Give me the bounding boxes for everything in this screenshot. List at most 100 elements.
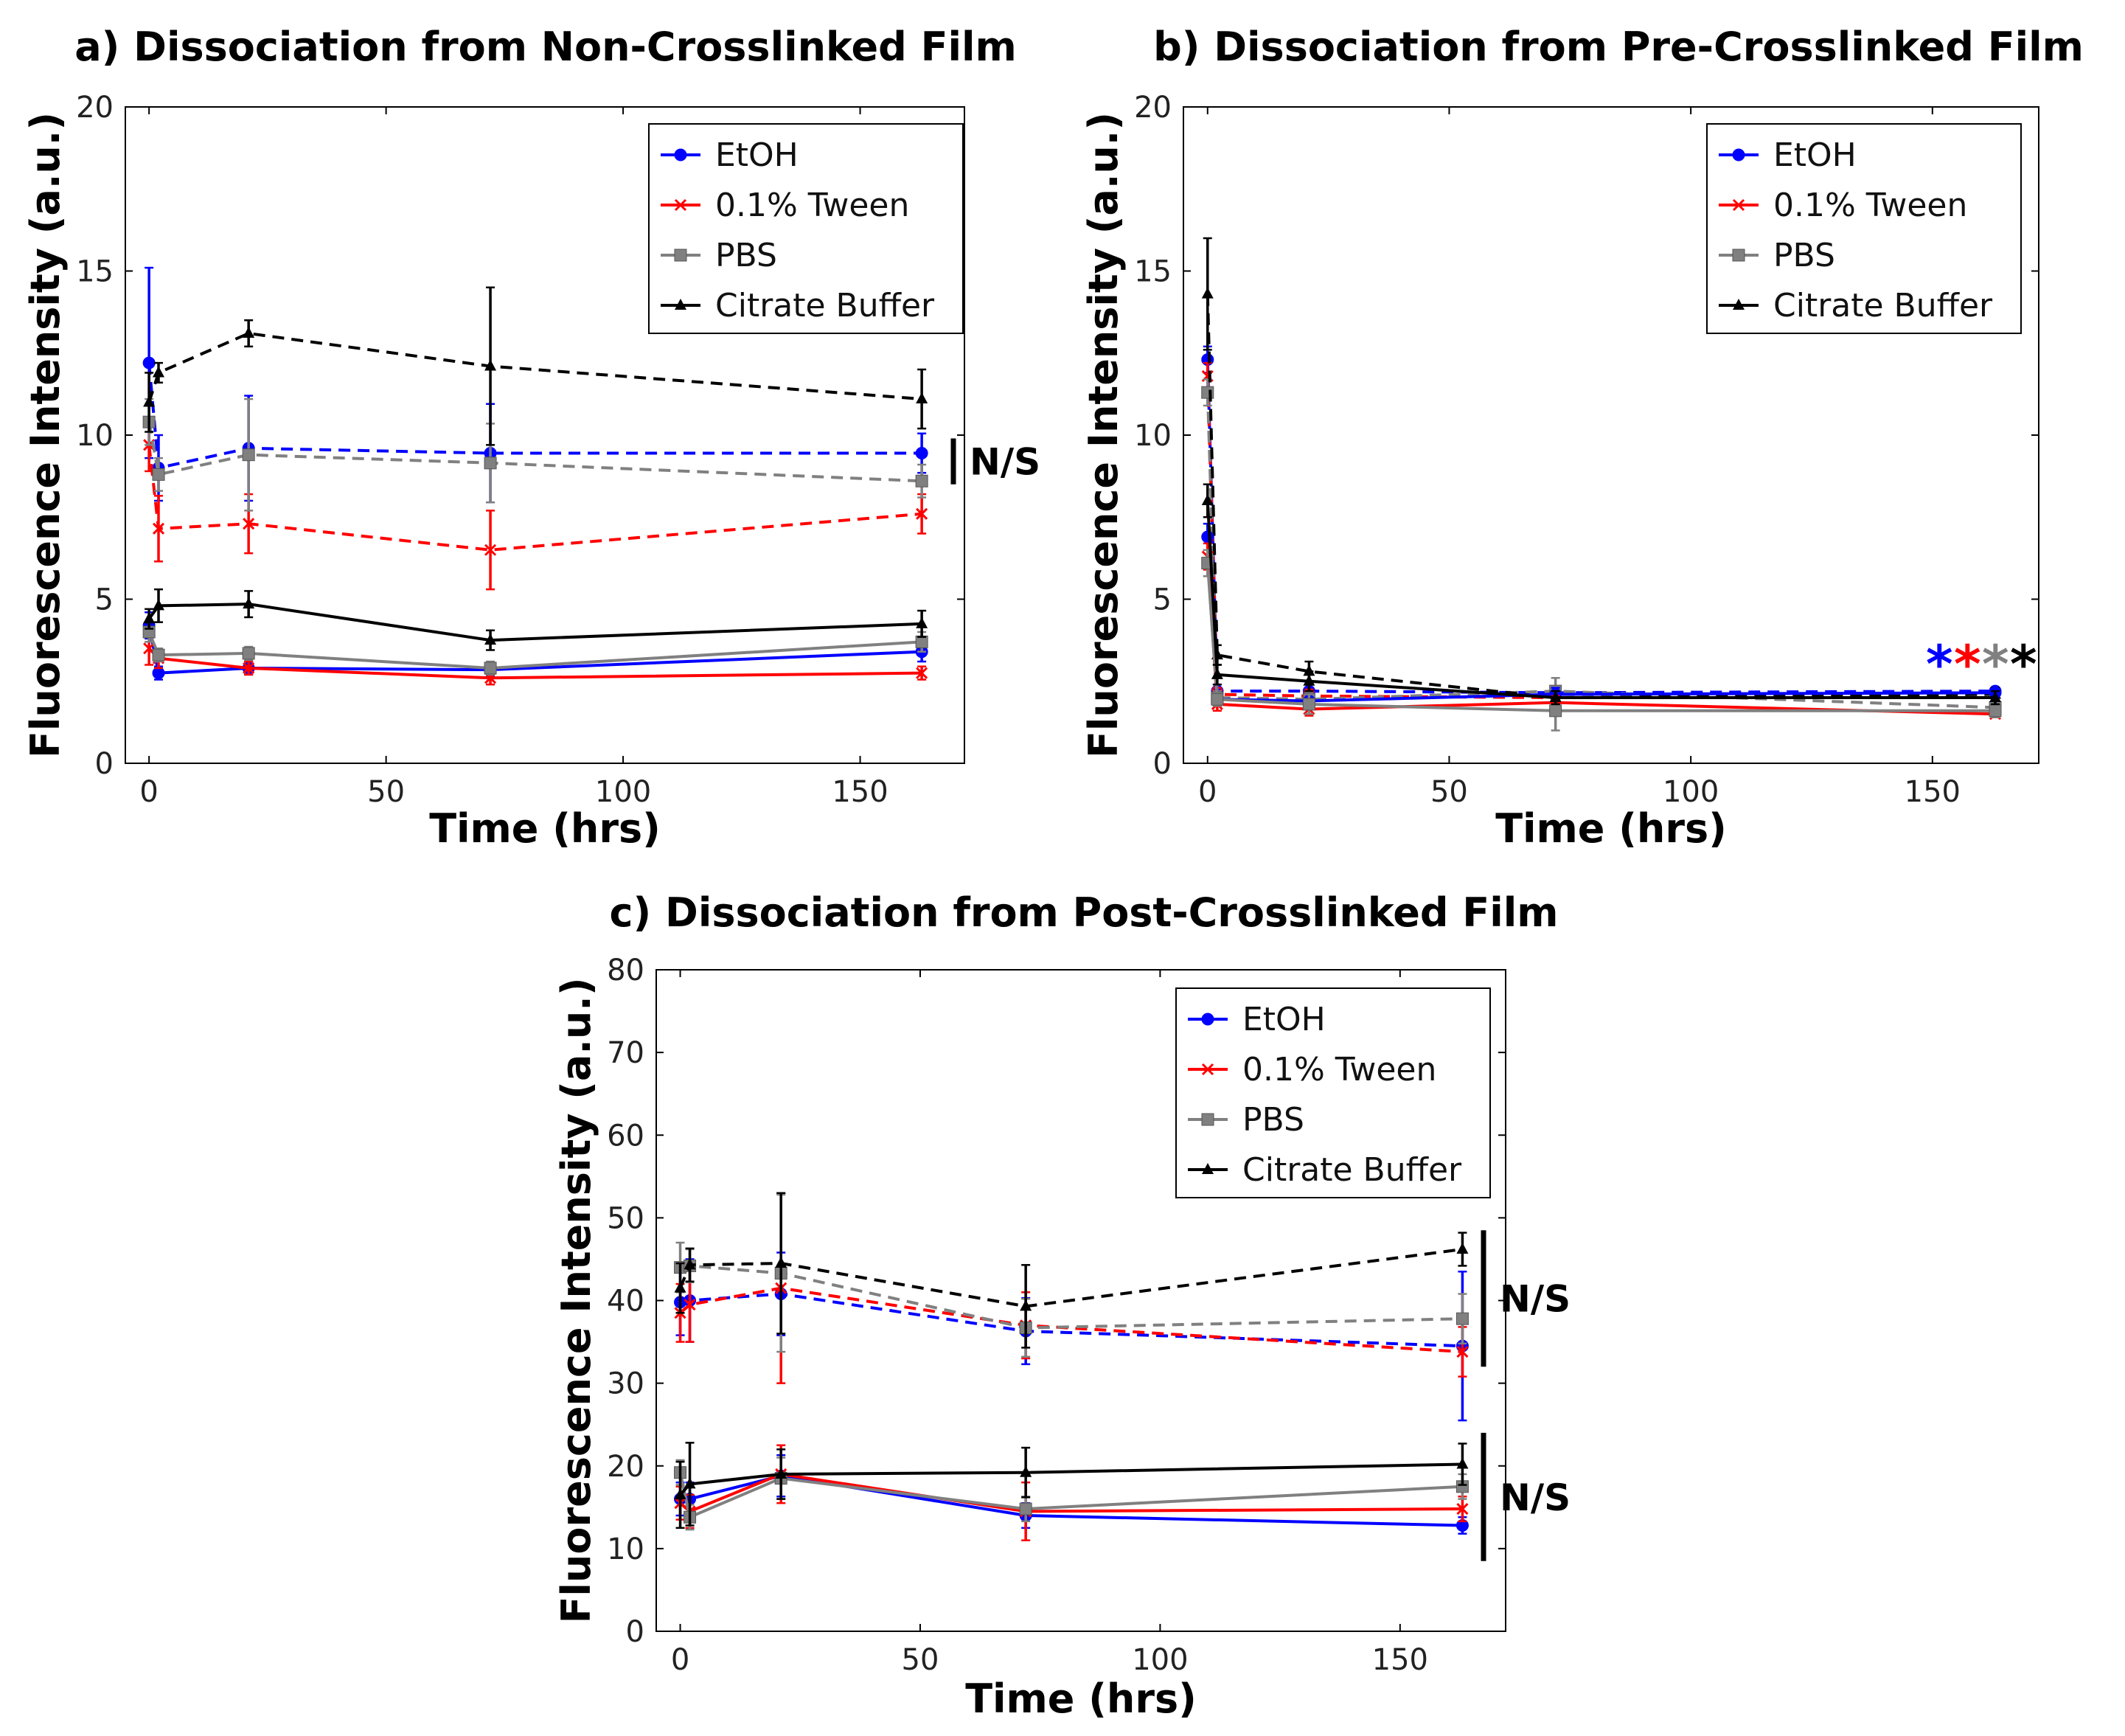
y-tick-label: 30 xyxy=(607,1367,644,1401)
data-point xyxy=(915,474,928,487)
y-tick-label: 5 xyxy=(1153,583,1172,617)
data-point xyxy=(684,1477,696,1489)
legend-box xyxy=(648,123,964,334)
y-tick-label: 20 xyxy=(76,91,114,125)
series-line xyxy=(1206,392,1996,709)
series-0-1-tween-dashed xyxy=(1201,361,2002,706)
y-axis-label: Fluorescence Intensity (a.u.) xyxy=(22,112,69,758)
legend-label: 0.1% Tween xyxy=(1242,1051,1436,1089)
chart-panel-b: b) Dissociation from Pre-Crosslinked Fil… xyxy=(1080,24,2084,852)
plot-area xyxy=(1201,237,2002,732)
chart-panel-c: c) Dissociation from Post-Crosslinked Fi… xyxy=(553,889,1571,1722)
significance-label: N/S xyxy=(1500,1476,1571,1519)
x-tick-label: 50 xyxy=(367,775,405,809)
legend: EtOH 0.1% Tween PBS Citrate Buffer xyxy=(1706,123,2022,334)
data-point xyxy=(152,522,165,535)
legend-label: 0.1% Tween xyxy=(1773,187,1967,224)
data-point xyxy=(916,667,928,679)
legend-label: EtOH xyxy=(715,136,799,174)
y-tick-label: 15 xyxy=(1134,255,1172,289)
data-point xyxy=(1302,698,1315,711)
legend-marker xyxy=(1733,299,1745,310)
legend-entry: PBS xyxy=(1188,1101,1304,1139)
x-tick-label: 150 xyxy=(1905,775,1961,809)
legend: EtOH 0.1% Tween PBS Citrate Buffer xyxy=(648,123,964,334)
legend-marker xyxy=(1201,1013,1214,1026)
series-line xyxy=(1206,375,1996,699)
series-citrate-buffer-dashed xyxy=(143,286,928,446)
legend-entry: EtOH xyxy=(661,136,799,174)
data-point xyxy=(915,446,928,459)
series-line xyxy=(147,445,922,552)
legend-label: Citrate Buffer xyxy=(1773,287,1993,324)
chart-panel-a: a) Dissociation from Non-Crosslinked Fil… xyxy=(22,24,1040,852)
y-tick-label: 5 xyxy=(95,583,114,617)
series-pbs-solid xyxy=(674,1456,1469,1531)
x-tick-label: 50 xyxy=(902,1643,939,1677)
legend-box xyxy=(1706,123,2022,334)
series-0-1-tween-dashed xyxy=(674,1192,1469,1384)
series-0-1-tween-dashed xyxy=(143,417,928,591)
y-tick-label: 0 xyxy=(626,1615,644,1649)
data-point xyxy=(1201,287,1214,299)
series-pbs-solid xyxy=(142,621,928,676)
series-line xyxy=(1206,500,1996,699)
data-point xyxy=(242,647,255,660)
data-point xyxy=(484,662,497,675)
data-point xyxy=(1989,704,2002,718)
series-etoh-dashed xyxy=(1201,345,2002,701)
legend-entry: 0.1% Tween xyxy=(661,187,909,224)
legend-label: EtOH xyxy=(1242,1001,1326,1038)
y-axis-label: Fluorescence Intensity (a.u.) xyxy=(553,978,599,1624)
data-point xyxy=(484,633,497,645)
legend-entry: PBS xyxy=(1719,237,1835,274)
data-point xyxy=(1549,691,1562,702)
data-point xyxy=(1201,530,1214,544)
x-tick-label: 0 xyxy=(1198,775,1217,809)
data-point xyxy=(674,1281,686,1293)
data-point xyxy=(1020,1299,1032,1311)
series-citrate-buffer-solid xyxy=(1201,483,2002,706)
legend-marker xyxy=(1732,198,1745,212)
x-tick-label: 0 xyxy=(671,1643,689,1677)
significance-star: * xyxy=(1982,634,2009,695)
legend-entry: Citrate Buffer xyxy=(661,287,935,324)
y-tick-label: 20 xyxy=(1134,91,1172,125)
y-tick-label: 0 xyxy=(1153,747,1172,781)
legend-marker xyxy=(1732,148,1745,162)
legend-label: PBS xyxy=(1773,237,1835,274)
data-point xyxy=(1211,667,1223,679)
data-point xyxy=(916,617,928,628)
data-point xyxy=(1456,1345,1469,1358)
data-point xyxy=(1989,691,2002,702)
series-citrate-buffer-dashed xyxy=(674,1192,1469,1349)
plot-area xyxy=(142,266,928,686)
legend-label: Citrate Buffer xyxy=(1242,1151,1462,1189)
significance-stars: * * * * xyxy=(1926,634,2037,695)
data-point xyxy=(152,468,165,481)
data-point xyxy=(1303,664,1315,676)
data-point xyxy=(916,392,928,404)
legend-marker xyxy=(674,249,687,262)
x-axis-label: Time (hrs) xyxy=(1495,805,1727,852)
data-point xyxy=(1455,1312,1469,1325)
x-tick-label: 100 xyxy=(1663,775,1719,809)
legend-label: PBS xyxy=(715,237,777,274)
series-etoh-dashed xyxy=(674,1251,1469,1422)
y-tick-label: 0 xyxy=(95,747,114,781)
series-pbs-dashed xyxy=(1201,378,2002,715)
x-axis-label: Time (hrs) xyxy=(429,805,661,852)
y-tick-label: 80 xyxy=(607,954,644,987)
significance-star: * xyxy=(2010,634,2037,695)
legend-marker xyxy=(1201,1063,1214,1076)
y-tick-label: 60 xyxy=(607,1119,644,1153)
data-point xyxy=(684,1258,696,1270)
y-tick-label: 70 xyxy=(607,1036,644,1070)
legend-box xyxy=(1175,987,1491,1198)
legend-entry: 0.1% Tween xyxy=(1188,1051,1436,1089)
legend-entry: Citrate Buffer xyxy=(1719,287,1993,324)
series-line xyxy=(680,1474,1463,1527)
data-point xyxy=(143,395,156,407)
significance-label: N/S xyxy=(970,441,1040,484)
